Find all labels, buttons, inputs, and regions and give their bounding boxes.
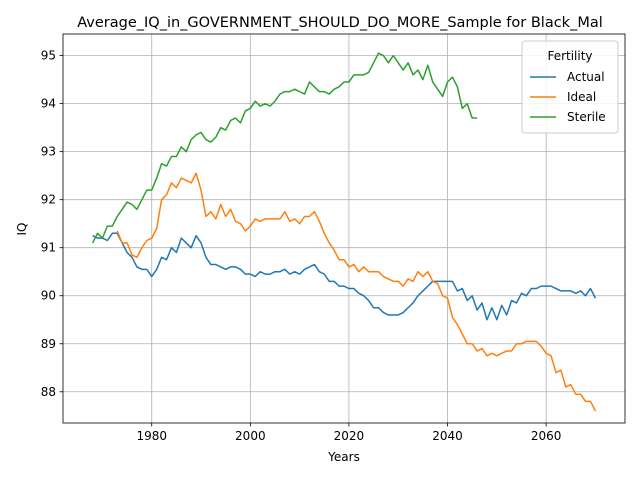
x-tick-label: 2060 xyxy=(531,429,562,443)
y-tick-label: 88 xyxy=(41,385,56,399)
y-tick-label: 95 xyxy=(41,49,56,63)
x-axis-label: Years xyxy=(327,450,360,464)
y-tick-label: 94 xyxy=(41,97,56,111)
series-lines xyxy=(91,52,597,412)
y-tick-label: 90 xyxy=(41,289,56,303)
y-tick-label: 91 xyxy=(41,241,56,255)
legend-box xyxy=(521,40,619,134)
legend-label-ideal: Ideal xyxy=(567,90,596,104)
x-axis: 1980 2000 2020 2040 2060 xyxy=(136,423,561,443)
chart-title: Average_IQ_in_GOVERNMENT_SHOULD_DO_MORE_… xyxy=(77,15,603,31)
y-tick-label: 93 xyxy=(41,145,56,159)
legend-label-actual: Actual xyxy=(567,70,605,84)
series-line-ideal xyxy=(116,172,597,412)
legend-title: Fertility xyxy=(547,49,592,63)
series-line-actual xyxy=(92,232,597,321)
series-line-sterile xyxy=(91,52,478,244)
legend-label-sterile: Sterile xyxy=(567,110,606,124)
y-tick-label: 92 xyxy=(41,193,56,207)
y-axis-label: IQ xyxy=(15,223,29,236)
plot-frame xyxy=(62,33,626,424)
legend: Fertility Actual Ideal Sterile xyxy=(521,40,619,134)
x-tick-label: 2040 xyxy=(432,429,463,443)
x-tick-label: 2020 xyxy=(334,429,365,443)
y-tick-label: 89 xyxy=(41,337,56,351)
x-tick-label: 2000 xyxy=(235,429,266,443)
x-tick-label: 1980 xyxy=(136,429,167,443)
y-axis: 88 89 90 91 92 93 94 95 xyxy=(41,49,63,399)
